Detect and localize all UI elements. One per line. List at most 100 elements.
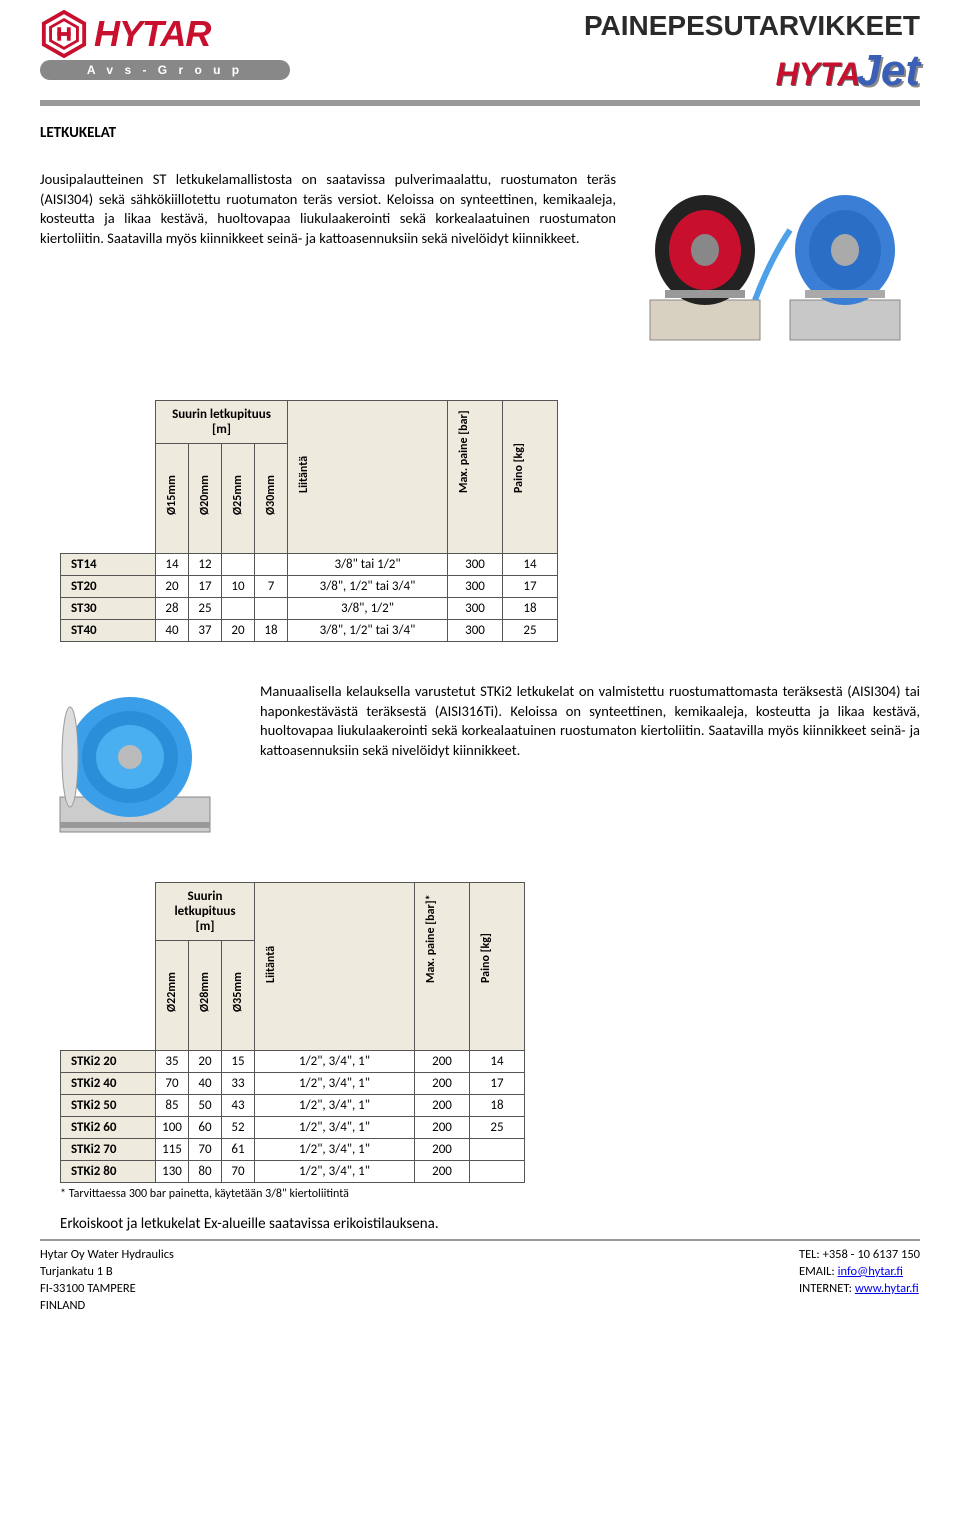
intro-row-1: Jousipalautteinen ST letkukelamallistost… (40, 170, 920, 350)
table-row: ST2020171073/8", 1/2" tai 3/4"30017 (61, 576, 558, 598)
table-cell: 3/8" tai 1/2" (288, 554, 448, 576)
table-cell: 50 (189, 1095, 222, 1117)
table-cell: 25 (189, 598, 222, 620)
footer-addr3: FINLAND (40, 1298, 174, 1315)
row-label: STKi2 20 (61, 1051, 156, 1073)
table-row: STKi2 508550431/2", 3/4", 1"20018 (61, 1095, 525, 1117)
table-cell: 12 (189, 554, 222, 576)
header-divider (40, 100, 920, 106)
col-paino: Paino [kg] (503, 401, 558, 554)
table-corner (61, 401, 156, 554)
spec-table-2: Suurin letkupituus [m] Liitäntä Max. pai… (60, 882, 525, 1183)
table-cell: 300 (448, 554, 503, 576)
table-corner (61, 883, 156, 1051)
table-cell (470, 1161, 525, 1183)
col-d22: Ø22mm (156, 941, 189, 1051)
row-label: STKi2 40 (61, 1073, 156, 1095)
table-cell: 200 (415, 1095, 470, 1117)
table-row: STKi2 8013080701/2", 3/4", 1"200 (61, 1161, 525, 1183)
page-footer: Hytar Oy Water Hydraulics Turjankatu 1 B… (40, 1247, 920, 1315)
footer-email-link[interactable]: info@hytar.fi (838, 1264, 903, 1279)
footer-address: Hytar Oy Water Hydraulics Turjankatu 1 B… (40, 1247, 174, 1315)
header-right: PAINEPESUTARVIKKEET HYTA Jet (584, 10, 920, 96)
row-label: ST20 (61, 576, 156, 598)
spec-table-1: Suurin letkupituus [m] Liitäntä Max. pai… (60, 400, 558, 642)
table-cell: 14 (503, 554, 558, 576)
table-cell: 20 (156, 576, 189, 598)
table-cell: 17 (503, 576, 558, 598)
table-cell: 40 (156, 620, 189, 642)
table-cell: 300 (448, 576, 503, 598)
footer-web: INTERNET: www.hytar.fi (799, 1281, 920, 1298)
table-cell: 37 (189, 620, 222, 642)
table-cell: 33 (222, 1073, 255, 1095)
page-header: HYTAR A v s - G r o u p PAINEPESUTARVIKK… (40, 10, 920, 96)
brand-logo: HYTAR (40, 10, 290, 58)
table-cell: 1/2", 3/4", 1" (255, 1095, 415, 1117)
brand-name: HYTAR (94, 13, 210, 55)
table-cell: 3/8", 1/2" (288, 598, 448, 620)
table2-footnote: * Tarvittaessa 300 bar painetta, käytetä… (60, 1187, 920, 1201)
table-cell: 1/2", 3/4", 1" (255, 1139, 415, 1161)
table-cell: 7 (255, 576, 288, 598)
table-cell: 1/2", 3/4", 1" (255, 1051, 415, 1073)
footer-email: EMAIL: info@hytar.fi (799, 1264, 920, 1281)
col-paino: Paino [kg] (470, 883, 525, 1051)
table-cell: 20 (222, 620, 255, 642)
table-cell: 15 (222, 1051, 255, 1073)
table-cell: 300 (448, 620, 503, 642)
table-cell: 200 (415, 1139, 470, 1161)
table-cell: 80 (189, 1161, 222, 1183)
col-d25: Ø25mm (222, 444, 255, 554)
table-cell: 20 (189, 1051, 222, 1073)
table-cell (222, 598, 255, 620)
table-cell: 60 (189, 1117, 222, 1139)
footer-divider (40, 1239, 920, 1241)
table-group-header: Suurin letkupituus [m] (156, 883, 255, 941)
table-cell: 300 (448, 598, 503, 620)
table-row: ST3028253/8", 1/2"30018 (61, 598, 558, 620)
table-row: STKi2 407040331/2", 3/4", 1"20017 (61, 1073, 525, 1095)
table-cell: 70 (222, 1161, 255, 1183)
table-cell: 18 (503, 598, 558, 620)
intro-row-2: Manuaalisella kelauksella varustetut STK… (40, 682, 920, 842)
col-d28: Ø28mm (189, 941, 222, 1051)
table-cell: 200 (415, 1051, 470, 1073)
hytar-hex-icon (40, 10, 88, 58)
col-d15: Ø15mm (156, 444, 189, 554)
table-cell: 61 (222, 1139, 255, 1161)
bottom-note: Erkoiskoot ja letkukelat Ex-alueille saa… (60, 1215, 920, 1233)
table-cell: 14 (156, 554, 189, 576)
table-cell (255, 554, 288, 576)
row-label: STKi2 70 (61, 1139, 156, 1161)
table-cell: 14 (470, 1051, 525, 1073)
table-cell: 3/8", 1/2" tai 3/4" (288, 576, 448, 598)
table-cell (222, 554, 255, 576)
table-row: ST1414123/8" tai 1/2"30014 (61, 554, 558, 576)
table-cell: 85 (156, 1095, 189, 1117)
table-row: ST40403720183/8", 1/2" tai 3/4"30025 (61, 620, 558, 642)
table-cell: 200 (415, 1073, 470, 1095)
table-cell: 1/2", 3/4", 1" (255, 1073, 415, 1095)
col-d35: Ø35mm (222, 941, 255, 1051)
footer-addr1: Turjankatu 1 B (40, 1264, 174, 1281)
table-cell: 40 (189, 1073, 222, 1095)
table-cell: 70 (189, 1139, 222, 1161)
col-d30: Ø30mm (255, 444, 288, 554)
table-cell: 25 (470, 1117, 525, 1139)
row-label: STKi2 80 (61, 1161, 156, 1183)
table-cell: 35 (156, 1051, 189, 1073)
footer-company: Hytar Oy Water Hydraulics (40, 1247, 174, 1264)
col-liitanta: Liitäntä (288, 401, 448, 554)
table-cell: 100 (156, 1117, 189, 1139)
table-cell (470, 1139, 525, 1161)
footer-web-link[interactable]: www.hytar.fi (855, 1281, 919, 1296)
row-label: STKi2 50 (61, 1095, 156, 1117)
col-maxpaine: Max. paine [bar] (448, 401, 503, 554)
row-label: STKi2 60 (61, 1117, 156, 1139)
table-cell: 1/2", 3/4", 1" (255, 1117, 415, 1139)
table-row: STKi2 6010060521/2", 3/4", 1"20025 (61, 1117, 525, 1139)
table-cell: 28 (156, 598, 189, 620)
table-cell: 17 (470, 1073, 525, 1095)
footer-tel: TEL: +358 - 10 6137 150 (799, 1247, 920, 1264)
